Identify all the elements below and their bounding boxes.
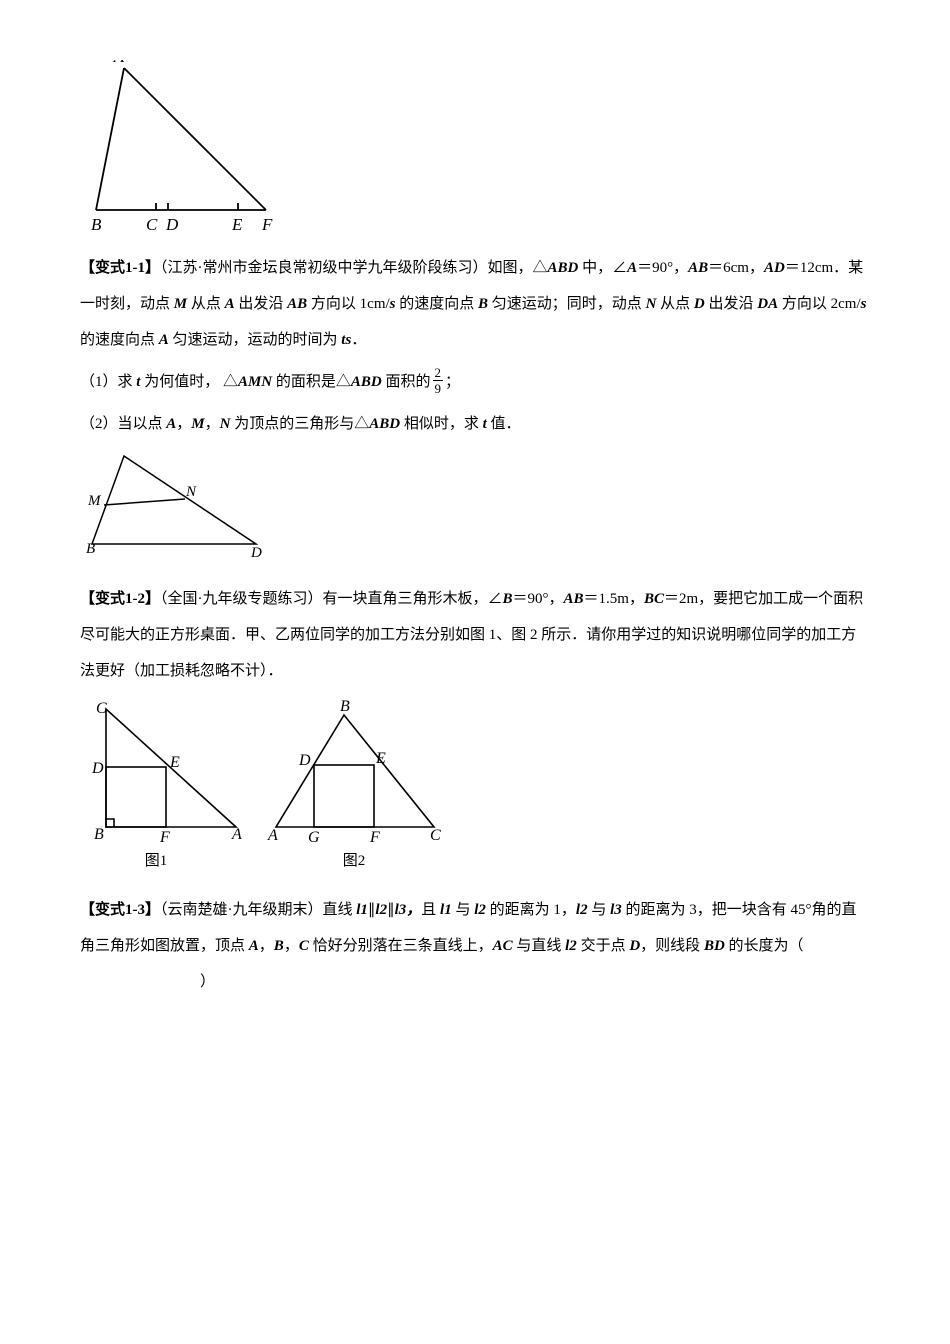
label-F: F <box>261 215 273 234</box>
label-F3: F <box>159 829 170 846</box>
label-A2: A <box>115 450 126 454</box>
label-C: C <box>146 215 158 234</box>
problem-1-2: 【变式1-2】（全国·九年级专题练习）有一块直角三角形木板，∠B＝90°，AB＝… <box>80 581 870 689</box>
question-1: （1）求 t 为何值时， △AMN 的面积是△ABD 面积的29； <box>80 364 870 400</box>
label-E3: E <box>169 754 180 771</box>
tag: 【变式1-3】 <box>80 902 160 918</box>
fraction-2-9: 29 <box>433 366 444 395</box>
triangle-AMN-BD: A B D M N <box>86 450 271 560</box>
label-B2: B <box>86 541 95 557</box>
label-B: B <box>91 215 102 234</box>
label-C3: C <box>96 700 107 717</box>
tag: 【变式1-1】 <box>80 260 160 276</box>
label-M: M <box>87 493 102 509</box>
label-B3: B <box>94 826 104 843</box>
problem-1-1: 【变式1-1】（江苏·常州市金坛良常初级中学九年级阶段练习）如图，△ABD 中，… <box>80 250 870 358</box>
label-D4: D <box>298 752 311 769</box>
figure-1: A B C D E F <box>86 60 870 240</box>
problem-1-3: 【变式1-3】（云南楚雄·九年级期末）直线 l1∥l2∥l3，且 l1 与 l2… <box>80 892 870 1000</box>
label-N: N <box>185 484 197 500</box>
figure-2: A B D M N <box>86 450 870 571</box>
label-A: A <box>113 60 125 66</box>
label-D: D <box>165 215 179 234</box>
question-2: （2）当以点 A，M，N 为顶点的三角形与△ABD 相似时，求 t 值． <box>80 406 870 442</box>
label-E4: E <box>375 750 386 767</box>
label-F4: F <box>369 829 380 846</box>
label-G4: G <box>308 829 320 846</box>
figure-3: C B A D E F B A C D E G F 图1 图2 <box>86 697 870 883</box>
label-B4: B <box>340 698 350 715</box>
label-D3: D <box>91 760 104 777</box>
triangle-ABDEF: A B C D E F <box>86 60 296 240</box>
two-triangles-with-squares: C B A D E F B A C D E G F 图1 图2 <box>86 697 446 872</box>
label-D2: D <box>250 545 262 560</box>
caption-2: 图2 <box>343 852 366 869</box>
label-E: E <box>231 215 243 234</box>
label-A3: A <box>231 826 242 843</box>
label-A4: A <box>267 827 278 844</box>
label-C4: C <box>430 827 441 844</box>
tag: 【变式1-2】 <box>80 591 160 607</box>
caption-1: 图1 <box>145 852 168 869</box>
